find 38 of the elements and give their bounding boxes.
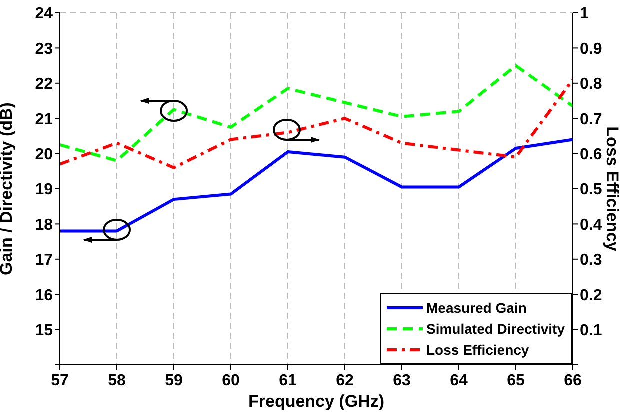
y-tick-label: 23 xyxy=(35,40,54,58)
x-axis-title: Frequency (GHz) xyxy=(248,392,385,411)
y2-tick-label: 0.7 xyxy=(580,111,602,128)
legend-label: Loss Efficiency xyxy=(426,342,530,358)
x-tick-label: 62 xyxy=(336,372,354,390)
legend-label: Simulated Directivity xyxy=(426,320,565,336)
y2-tick-label: 0.2 xyxy=(580,287,602,304)
y-tick-label: 15 xyxy=(35,322,54,340)
x-tick-label: 65 xyxy=(507,372,525,390)
x-tick-label: 64 xyxy=(450,372,468,390)
y2-tick-label: 0.9 xyxy=(580,40,602,58)
y2-tick-label: 0.6 xyxy=(580,146,602,164)
y-tick-label: 18 xyxy=(35,216,54,234)
y2-tick-label: 0.3 xyxy=(580,252,602,270)
y-tick-label: 19 xyxy=(35,182,54,199)
y-tick-label: 17 xyxy=(35,252,54,270)
x-tick-label: 60 xyxy=(222,372,240,390)
y-axis-title: Gain / Directivity (dB) xyxy=(0,102,16,276)
y2-tick-label: 1 xyxy=(580,6,589,23)
x-tick-label: 63 xyxy=(393,372,411,390)
y-tick-label: 24 xyxy=(35,6,54,23)
y-tick-label: 16 xyxy=(35,287,54,304)
x-tick-label: 61 xyxy=(279,372,297,390)
x-tick-label: 58 xyxy=(108,372,126,390)
x-tick-label: 66 xyxy=(564,372,582,390)
line-series xyxy=(60,64,573,162)
y2-tick-label: 0.8 xyxy=(580,76,602,94)
legend-label: Measured Gain xyxy=(426,300,527,316)
x-tick-label: 59 xyxy=(165,372,183,390)
y2-tick-label: 0.1 xyxy=(580,322,602,340)
y2-tick-label: 0.4 xyxy=(580,216,602,234)
line-series xyxy=(60,78,573,170)
y-tick-label: 20 xyxy=(35,146,54,164)
x-tick-label: 57 xyxy=(51,372,69,390)
y2-axis-title: Loss Efficiency xyxy=(602,126,622,252)
y-tick-label: 22 xyxy=(35,76,54,94)
y2-tick-label: 0.5 xyxy=(580,182,602,199)
y-tick-label: 21 xyxy=(35,111,54,128)
